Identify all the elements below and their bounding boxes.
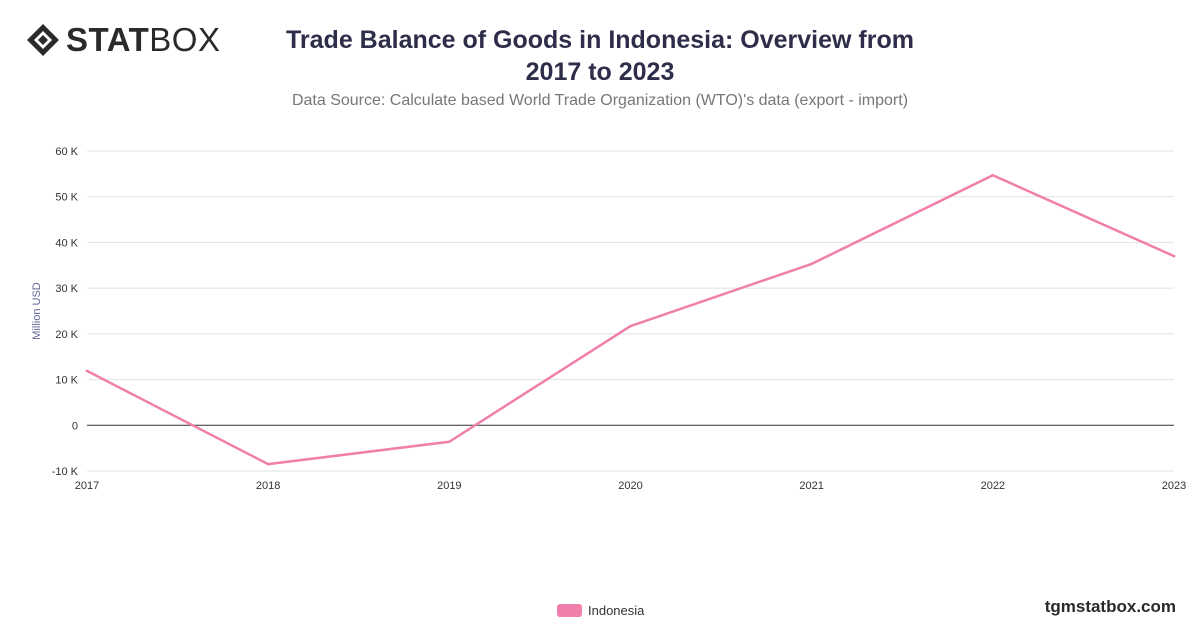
x-tick-label: 2017 <box>75 480 99 492</box>
y-tick-label: -10 K <box>52 466 79 478</box>
series-line-indonesia <box>85 173 1176 466</box>
legend[interactable]: Indonesia <box>557 603 644 618</box>
y-tick-label: 10 K <box>55 375 78 387</box>
data-point <box>85 369 89 373</box>
chart-title: Trade Balance of Goods in Indonesia: Ove… <box>286 26 914 86</box>
data-point <box>1172 254 1176 258</box>
statbox-diamond-icon <box>27 24 59 56</box>
footer-site: tgmstatbox.com <box>1044 597 1176 616</box>
logo-wordmark: STATBOX <box>66 22 220 58</box>
x-tick-label: 2023 <box>1162 480 1186 492</box>
data-point <box>448 440 451 444</box>
data-point <box>629 324 632 328</box>
data-point <box>991 173 995 177</box>
legend-swatch <box>557 604 582 617</box>
y-tick-label: 0 <box>72 420 78 432</box>
x-tick-label: 2021 <box>799 480 823 492</box>
x-tick-label: 2018 <box>256 480 280 492</box>
y-tick-label: 60 K <box>55 146 78 158</box>
chart-subtitle: Data Source: Calculate based World Trade… <box>291 92 909 109</box>
y-tick-label: 20 K <box>55 329 78 341</box>
y-axis-label: Million USD <box>31 282 43 340</box>
x-tick-label: 2019 <box>437 480 461 492</box>
y-tick-label: 30 K <box>55 283 78 295</box>
data-point <box>266 462 270 466</box>
y-tick-label: 50 K <box>55 192 78 204</box>
logo-text-bold: STAT <box>66 21 150 58</box>
data-point <box>810 262 813 266</box>
statbox-logo: STATBOX <box>26 22 220 58</box>
x-tick-label: 2020 <box>618 480 642 492</box>
y-tick-label: 40 K <box>55 237 78 249</box>
x-tick-label: 2022 <box>981 480 1005 492</box>
logo-text-light: BOX <box>149 21 221 58</box>
legend-label: Indonesia <box>588 603 645 618</box>
